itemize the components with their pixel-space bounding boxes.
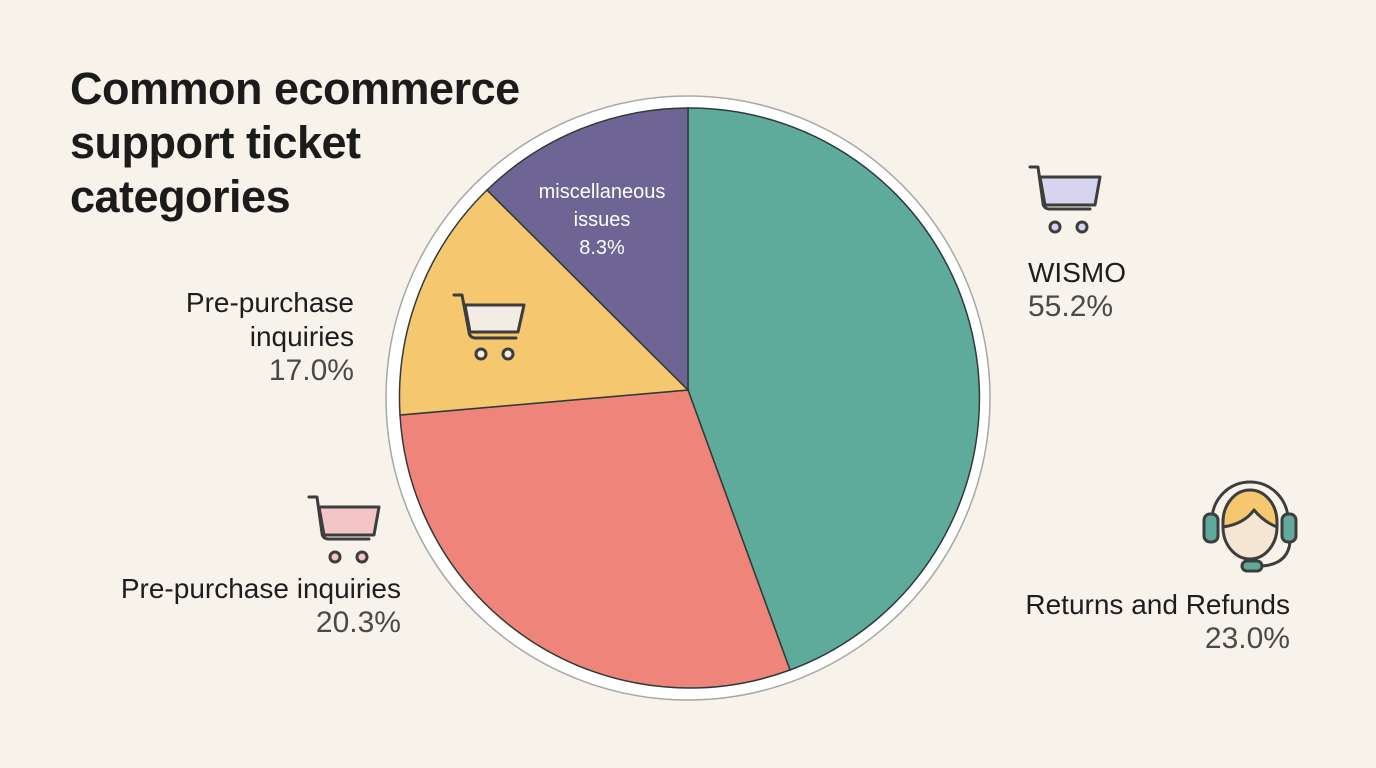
slice-label-name: issues [573, 209, 631, 231]
label-percent: 20.3% [315, 606, 401, 639]
shopping-cart-icon [1028, 165, 1102, 234]
chart-title: Common ecommerce support ticket categori… [70, 63, 520, 222]
pie-slice-wismo [687, 107, 981, 671]
label-wismo: WISMO 55.2% [1028, 256, 1126, 324]
slice-label-percent: 8.3% [579, 237, 625, 259]
label-pre-purchase-bottom: Pre-purchase inquiries 20.3% [121, 572, 401, 640]
label-percent: 23.0% [1204, 622, 1290, 655]
label-name: inquiries [249, 321, 354, 352]
shopping-cart-icon [452, 293, 526, 361]
label-percent: 55.2% [1028, 290, 1114, 323]
label-returns-refunds: Returns and Refunds 23.0% [1025, 588, 1290, 656]
headset-agent-icon [1202, 480, 1298, 573]
label-name: Returns and Refunds [1025, 589, 1290, 620]
label-percent: 17.0% [268, 354, 354, 387]
label-name: Pre-purchase inquiries [120, 573, 401, 604]
label-pre-purchase-top: Pre-purchase inquiries 17.0% [186, 286, 354, 388]
label-name: Pre-purchase [185, 287, 354, 318]
pie-slice-miscellaneous [485, 107, 689, 392]
slice-label-miscellaneous: miscellaneous issues 8.3% [497, 178, 707, 262]
shopping-cart-icon [307, 495, 381, 564]
label-name: WISMO [1028, 257, 1126, 288]
pie-slice-pre-purchase-inquiries-top [398, 188, 690, 416]
pie-slice-pre-purchase-inquiries-bottom [399, 389, 791, 689]
slice-label-name: miscellaneous [538, 181, 666, 203]
